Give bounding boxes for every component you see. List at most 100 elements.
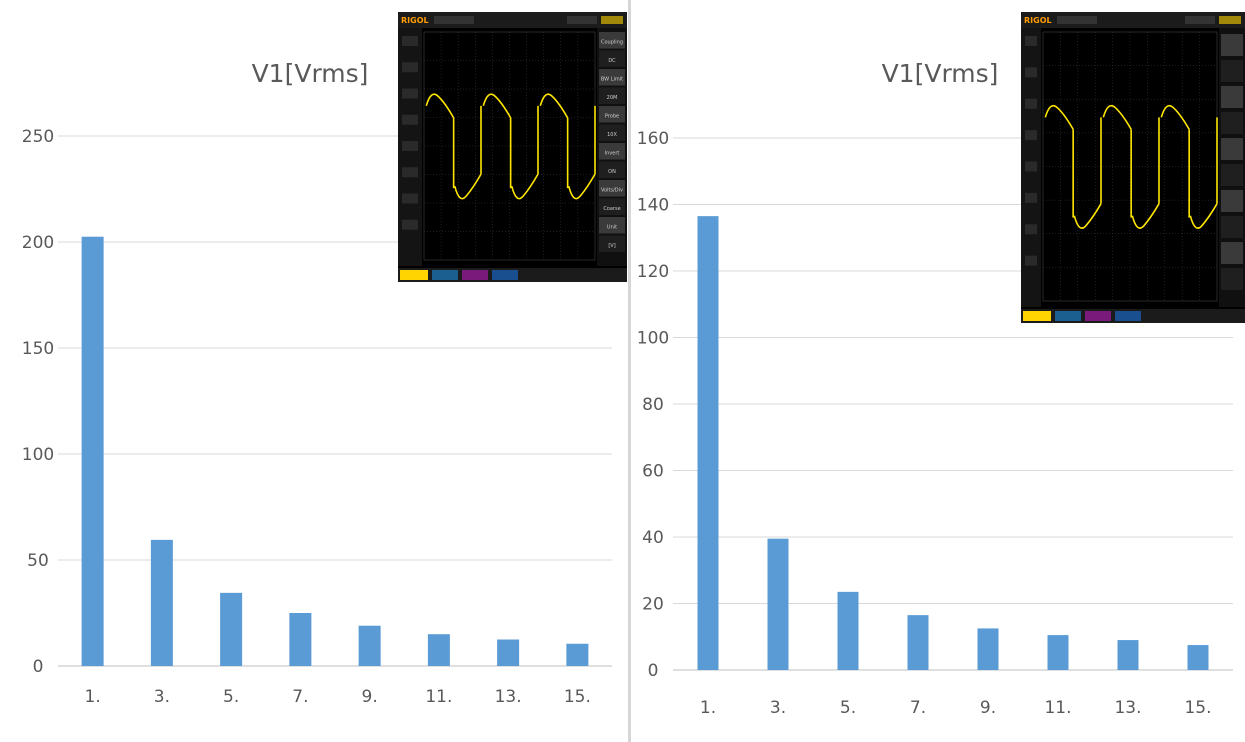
x-tick-label: 11.: [1044, 698, 1071, 718]
x-tick-label: 15.: [1184, 698, 1211, 718]
y-tick-label: 120: [637, 262, 669, 282]
scope-side-menu-item: [1221, 190, 1243, 212]
scope-side-menu-item: [599, 106, 625, 123]
scope-side-menu-item: [599, 69, 625, 86]
y-tick-label: 60: [642, 462, 664, 482]
bar: [497, 639, 520, 666]
scope-side-menu-label: Coarse: [603, 206, 620, 212]
x-tick-label: 9.: [980, 698, 996, 718]
x-tick-label: 7.: [910, 698, 926, 718]
scope-tool-button: [402, 141, 418, 151]
y-tick-label: 140: [637, 196, 669, 216]
scope-side-menu-item: [1221, 268, 1243, 290]
scope-side-menu-label: Probe: [605, 113, 619, 119]
x-tick-label: 1.: [700, 698, 716, 718]
scope-tool-button: [1025, 161, 1037, 172]
scope-trace: [425, 93, 596, 200]
scope-status-box: [1185, 16, 1215, 24]
scope-channel-badge: [462, 270, 488, 280]
y-tick-label: 100: [637, 329, 669, 349]
x-tick-label: 13.: [1114, 698, 1141, 718]
oscilloscope-waveform-left: RIGOL Coupling DC BW Limit 20M Probe 10X Invert…: [398, 12, 627, 282]
scope-side-menu-item: [1221, 60, 1243, 82]
scope-side-menu-label: Invert: [605, 150, 620, 156]
scope-channel-badge: [492, 270, 518, 280]
y-tick-label: 20: [642, 595, 664, 615]
scope-channel-badge: [1085, 311, 1111, 321]
bar: [977, 628, 999, 670]
bar: [697, 216, 719, 670]
scope-tool-button: [1025, 224, 1037, 235]
scope-side-menu-item: [1221, 112, 1243, 134]
scope-side-menu-item: [1221, 86, 1243, 108]
scope-channel-badge: [1023, 311, 1051, 321]
scope-side-menu-item: [599, 198, 625, 215]
scope-side-menu-label: 20M: [607, 95, 618, 101]
bar: [1117, 640, 1139, 670]
bar: [767, 538, 789, 670]
scope-channel-badge: [432, 270, 458, 280]
scope-side-menu-item: [599, 180, 625, 197]
x-tick-label: 3.: [154, 687, 170, 707]
x-tick-label: 5.: [223, 687, 239, 707]
x-tick-label: 5.: [840, 698, 856, 718]
scope-tool-button: [402, 36, 418, 46]
bar: [427, 634, 450, 666]
scope-side-menu-item: [599, 32, 625, 49]
scope-side-menu-item: [599, 50, 625, 67]
y-tick-label: 40: [642, 528, 664, 548]
chart-title: V1[Vrms]: [882, 59, 999, 88]
bar: [81, 236, 104, 666]
scope-side-menu-item: [599, 235, 625, 252]
y-tick-label: 80: [642, 395, 664, 415]
scope-channel-badge: [400, 270, 428, 280]
scope-side-menu-label: DC: [608, 58, 616, 64]
scope-side-menu-item: [599, 161, 625, 178]
scope-side-menu-label: [V]: [608, 243, 615, 249]
scope-side-menu-item: [1221, 138, 1243, 160]
scope-trigger-box: [1219, 16, 1241, 24]
bar: [837, 591, 859, 670]
x-tick-label: 1.: [85, 687, 101, 707]
scope-side-menu-label: BW Limit: [601, 76, 623, 82]
oscilloscope-screenshot-right: RIGOL: [1021, 12, 1245, 323]
scope-side-menu-item: [1221, 164, 1243, 186]
scope-side-menu-item: [599, 87, 625, 104]
x-tick-label: 11.: [425, 687, 452, 707]
scope-tool-button: [1025, 255, 1037, 266]
chart-panel-left: V1[Vrms] 0 50 100 150 200 250 1. 3. 5. 7. 9. 11. 13. 1…: [21, 12, 627, 707]
bar-chart-left: V1[Vrms] 0 50 100 150 200 250 1. 3. 5. 7. 9. 11. 13. 1…: [22, 59, 612, 707]
scope-tool-button: [1025, 67, 1037, 78]
scope-tool-button: [402, 114, 418, 125]
y-tick-label: 200: [22, 233, 54, 253]
scope-side-menu-item: [599, 143, 625, 160]
scope-tool-button: [402, 62, 418, 73]
panel-divider: [628, 0, 631, 742]
bar: [1187, 645, 1209, 670]
scope-status-box: [1057, 16, 1097, 24]
bar: [907, 615, 929, 670]
scope-channel-badge: [1055, 311, 1081, 321]
scope-logo: RIGOL: [1024, 16, 1052, 25]
bar: [220, 592, 243, 666]
y-tick-label: 0: [648, 661, 659, 681]
scope-side-menu-label: Coupling: [601, 39, 623, 45]
scope-tool-button: [1025, 36, 1037, 46]
scope-tool-button: [1025, 98, 1037, 109]
bar: [150, 539, 173, 666]
y-tick-label: 0: [33, 657, 44, 677]
scope-trigger-box: [601, 16, 623, 24]
scope-side-menu-item: [1221, 216, 1243, 238]
scope-tool-button: [402, 88, 418, 99]
scope-side-menu-item: [1221, 34, 1243, 56]
y-tick-label: 250: [22, 127, 54, 147]
bar: [358, 625, 381, 666]
x-tick-label: 13.: [495, 687, 522, 707]
scope-side-menu-label: 10X: [607, 132, 617, 138]
scope-logo: RIGOL: [401, 16, 429, 25]
scope-side-menu-label: Volts/Div: [601, 187, 623, 193]
x-tick-label: 9.: [362, 687, 378, 707]
x-tick-label: 3.: [770, 698, 786, 718]
scope-tool-button: [402, 219, 418, 230]
scope-channel-badge: [1115, 311, 1141, 321]
